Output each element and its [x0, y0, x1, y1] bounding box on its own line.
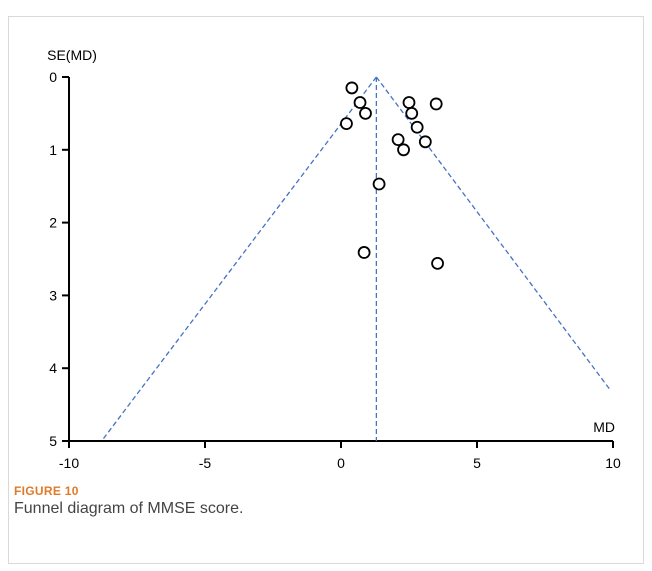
x-axis-title: MD: [593, 419, 615, 435]
x-tick-label: -10: [59, 455, 79, 471]
figure-container: [8, 16, 644, 564]
data-points: [340, 81, 444, 270]
x-tick-label: 10: [605, 455, 621, 471]
x-tick-label: -5: [199, 455, 212, 471]
y-tick-label: 0: [49, 69, 57, 85]
y-tick-label: 4: [49, 360, 57, 376]
data-point: [372, 177, 386, 191]
x-tick-label: 0: [337, 455, 345, 471]
y-tick-label: 1: [49, 142, 57, 158]
data-point: [418, 135, 432, 149]
data-point: [397, 143, 410, 157]
data-point: [345, 81, 359, 95]
funnel-lines: [101, 76, 611, 442]
data-point: [391, 133, 405, 147]
funnel-line: [375, 76, 611, 391]
data-point: [359, 107, 372, 120]
funnel-line: [101, 76, 377, 442]
data-point: [353, 96, 367, 109]
data-point: [402, 96, 416, 109]
data-point: [340, 117, 353, 130]
data-point: [357, 246, 371, 259]
x-tick-label: 5: [473, 455, 481, 471]
y-tick-label: 3: [49, 287, 57, 303]
data-point: [410, 120, 424, 134]
figure-caption: Funnel diagram of MMSE score.: [14, 500, 244, 517]
data-point: [429, 97, 443, 111]
data-point: [405, 107, 419, 120]
figure-label: FIGURE 10: [14, 484, 79, 498]
y-tick-label: 2: [49, 215, 57, 231]
y-axis-title: SE(MD): [47, 47, 97, 63]
y-tick-label: 5: [49, 433, 57, 449]
data-point: [431, 256, 444, 270]
